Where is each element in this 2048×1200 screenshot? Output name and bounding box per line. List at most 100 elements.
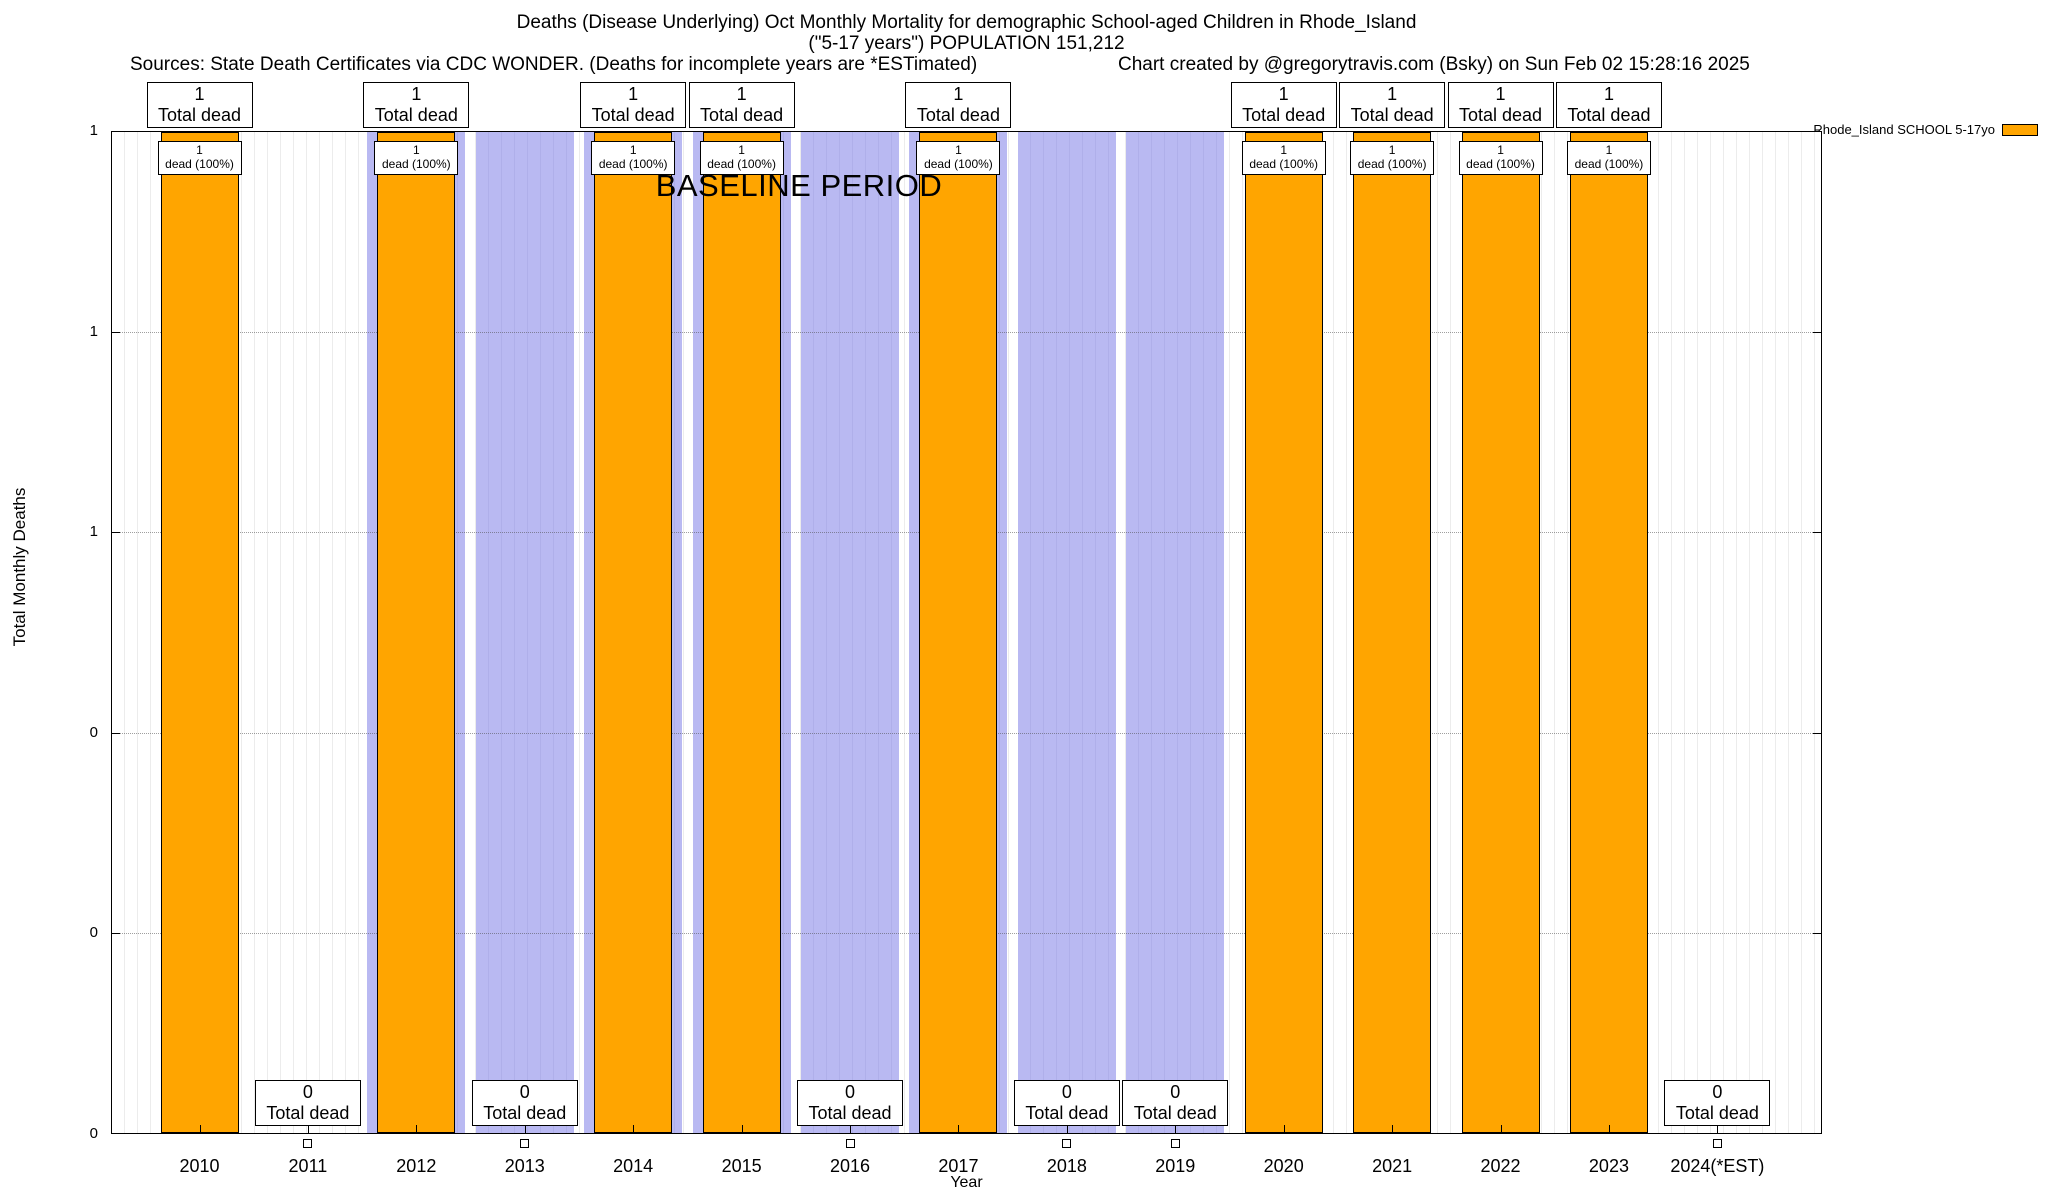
annotations-layer: 1 dead (100%) 1 Total dead 0 Total dead 1 dead … bbox=[112, 82, 1821, 1148]
total-dead-count: 0 bbox=[302, 1082, 313, 1102]
bar-value-caption: dead (100%) bbox=[924, 157, 993, 171]
total-dead-label: Total dead bbox=[808, 1103, 892, 1123]
total-dead-label: Total dead bbox=[1458, 105, 1543, 125]
y-tick-label: 0 bbox=[89, 924, 98, 941]
total-dead-label: Total dead bbox=[1350, 105, 1434, 125]
bar-value-caption: dead (100%) bbox=[165, 157, 234, 171]
y-tick-label: 1 bbox=[89, 523, 98, 540]
bar-value-box: 1 dead (100%) bbox=[1350, 141, 1435, 175]
x-tick bbox=[1500, 1125, 1502, 1133]
zero-total-dead-box: 0 Total dead bbox=[1013, 1080, 1120, 1126]
year-tick-label: 2013 bbox=[504, 1156, 545, 1176]
year-tick-label: 2012 bbox=[396, 1156, 437, 1176]
total-dead-count: 0 bbox=[845, 1082, 856, 1102]
bar-value: 1 bbox=[1388, 143, 1396, 157]
x-tick bbox=[1066, 1125, 1068, 1133]
total-dead-label: Total dead bbox=[1675, 1103, 1759, 1123]
y-tick bbox=[112, 332, 120, 334]
bar-value-caption: dead (100%) bbox=[381, 157, 451, 171]
zero-total-dead-box: 0 Total dead bbox=[471, 1080, 578, 1126]
bar bbox=[1353, 132, 1432, 1133]
bar-value: 1 bbox=[738, 143, 745, 157]
bar-value-box: 1 dead (100%) bbox=[916, 141, 1001, 175]
total-dead-label: Total dead bbox=[1133, 1103, 1217, 1123]
total-dead-count: 1 bbox=[411, 84, 422, 104]
bar-value-box: 1 dead (100%) bbox=[374, 141, 459, 175]
bar-value: 1 bbox=[1605, 143, 1613, 157]
zero-marker bbox=[845, 1139, 855, 1148]
y-tick bbox=[1813, 932, 1821, 934]
x-tick bbox=[1392, 1125, 1394, 1133]
y-tick bbox=[112, 932, 120, 934]
total-dead-count: 1 bbox=[1387, 84, 1398, 104]
y-tick bbox=[1813, 532, 1821, 534]
bar-value-caption: dead (100%) bbox=[1466, 157, 1535, 171]
bar bbox=[1244, 132, 1323, 1133]
bar-value: 1 bbox=[1497, 143, 1504, 157]
bar-value-box: 1 dead (100%) bbox=[1241, 141, 1326, 175]
total-dead-box: 1 Total dead bbox=[1339, 82, 1446, 128]
bar bbox=[919, 132, 998, 1133]
y-tick-label: 1 bbox=[89, 323, 98, 340]
total-dead-count: 1 bbox=[1495, 84, 1506, 104]
x-tick bbox=[199, 1125, 201, 1133]
total-dead-count: 1 bbox=[1278, 84, 1289, 104]
bar-value: 1 bbox=[1280, 143, 1288, 157]
total-dead-box: 1 Total dead bbox=[363, 82, 470, 128]
baseline-region-box bbox=[801, 132, 900, 1133]
year-tick-label: 2011 bbox=[288, 1156, 328, 1176]
year-tick-label: 2021 bbox=[1372, 1156, 1413, 1176]
year-tick-label: 2023 bbox=[1588, 1156, 1629, 1176]
zero-total-dead-box: 0 Total dead bbox=[1664, 1080, 1771, 1126]
year-tick-label: 2016 bbox=[829, 1156, 871, 1176]
bar-value-caption: dead (100%) bbox=[707, 157, 776, 171]
x-tick bbox=[1283, 1125, 1285, 1133]
zero-marker bbox=[303, 1139, 313, 1148]
total-dead-label: Total dead bbox=[1025, 1103, 1109, 1123]
x-tick bbox=[1175, 1125, 1177, 1133]
bar-value-box: 1 dead (100%) bbox=[699, 141, 784, 175]
bar bbox=[160, 132, 239, 1133]
baseline-region-box bbox=[1017, 132, 1116, 1133]
y-tick bbox=[112, 532, 120, 534]
zero-total-dead-box: 0 Total dead bbox=[797, 1080, 904, 1126]
year-tick-label: 2024(*EST) bbox=[1670, 1156, 1765, 1176]
total-dead-count: 0 bbox=[519, 1082, 530, 1102]
bar bbox=[702, 132, 781, 1133]
total-dead-count: 0 bbox=[1061, 1082, 1072, 1102]
legend-label: Rhode_Island SCHOOL 5-17yo bbox=[1813, 122, 1995, 137]
bar-value-box: 1 dead (100%) bbox=[1566, 141, 1651, 175]
plot-area: 1 dead (100%) 1 Total dead 0 Total dead 1 dead … bbox=[111, 82, 1822, 1176]
total-dead-count: 1 bbox=[1603, 84, 1614, 104]
x-tick bbox=[307, 1125, 309, 1133]
credit-note: Chart created by @gregorytravis.com (Bsk… bbox=[1118, 54, 1750, 75]
x-tick bbox=[1608, 1125, 1610, 1133]
year-tick-label: 2017 bbox=[938, 1156, 979, 1176]
total-dead-box: 1 Total dead bbox=[1230, 82, 1337, 128]
legend-swatch bbox=[2002, 123, 2038, 136]
bar bbox=[1569, 132, 1648, 1133]
x-axis-title: Year bbox=[950, 1174, 983, 1191]
year-tick-label: 2010 bbox=[179, 1156, 220, 1176]
bars-layer bbox=[112, 132, 1821, 1133]
bar bbox=[1461, 132, 1540, 1133]
bar-value-caption: dead (100%) bbox=[1357, 157, 1427, 171]
legend: Rhode_Island SCHOOL 5-17yo bbox=[1813, 122, 2038, 137]
y-axis-title: Total Monthly Deaths bbox=[10, 487, 29, 647]
bar-value: 1 bbox=[629, 143, 637, 157]
year-tick-label: 2020 bbox=[1263, 1156, 1304, 1176]
year-tick-label: 2019 bbox=[1155, 1156, 1196, 1176]
chart-title-line2: ("5-17 years") POPULATION 151,212 bbox=[808, 33, 1125, 54]
total-dead-box: 1 Total dead bbox=[580, 82, 687, 128]
xticks-layer: 2010 2011 2012 2013 2014 2015 2016 2017 2018 2019… bbox=[112, 132, 1821, 1176]
y-tick-label: 0 bbox=[89, 1125, 98, 1142]
year-tick-label: 2022 bbox=[1480, 1156, 1521, 1176]
total-dead-label: Total dead bbox=[483, 1103, 567, 1123]
bar-value-caption: dead (100%) bbox=[1574, 157, 1644, 171]
total-dead-label: Total dead bbox=[591, 105, 675, 125]
y-tick-label: 0 bbox=[89, 724, 98, 741]
sources-note: Sources: State Death Certificates via CD… bbox=[130, 54, 978, 75]
chart-title-line1: Deaths (Disease Underlying) Oct Monthly … bbox=[516, 12, 1417, 33]
bar-value-box: 1 dead (100%) bbox=[591, 141, 676, 175]
